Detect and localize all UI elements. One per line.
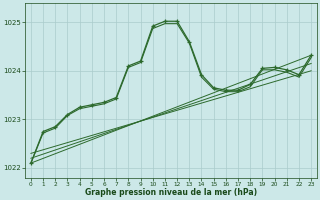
X-axis label: Graphe pression niveau de la mer (hPa): Graphe pression niveau de la mer (hPa) [85,188,257,197]
